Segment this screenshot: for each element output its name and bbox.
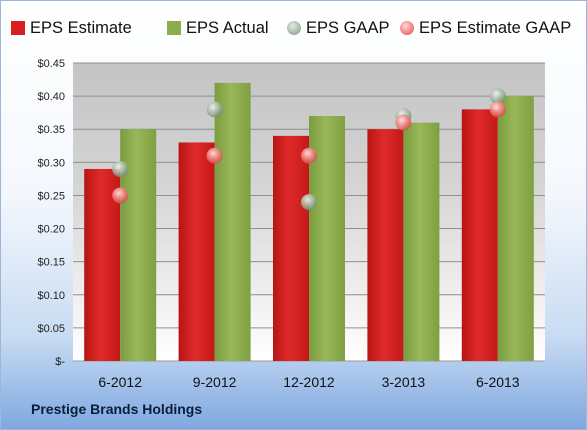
y-tick-label: $- — [55, 356, 65, 368]
marker-eps-estimate-gaap-12-2012 — [301, 147, 317, 164]
bar-eps-estimate-3-2013 — [367, 129, 404, 361]
marker-eps-estimate-gaap-6-2013 — [489, 101, 506, 118]
marker-eps-gaap-6-2012 — [112, 160, 129, 177]
legend-marker-eps-gaap — [287, 21, 301, 35]
legend-label-eps-gaap: EPS GAAP — [306, 18, 390, 37]
bar-eps-estimate-6-2013 — [461, 109, 498, 361]
marker-eps-estimate-gaap-6-2012 — [112, 187, 129, 204]
y-tick-label: $0.40 — [37, 91, 65, 103]
y-tick-label: $0.45 — [37, 58, 65, 70]
legend-item-eps-actual: EPS Actual — [167, 15, 269, 41]
legend-item-eps-estimate: EPS Estimate — [11, 15, 132, 41]
legend: EPS Estimate EPS Actual EPS GAAP EPS Est… — [1, 15, 586, 41]
bar-eps-estimate-9-2012 — [178, 142, 215, 361]
legend-label-eps-estimate-gaap: EPS Estimate GAAP — [419, 18, 572, 37]
y-tick-label: $0.30 — [37, 157, 65, 169]
legend-item-eps-gaap: EPS GAAP — [287, 15, 389, 41]
bar-eps-estimate-12-2012 — [273, 135, 309, 361]
x-tick-label: 3-2013 — [382, 374, 426, 390]
marker-eps-estimate-gaap-9-2012 — [206, 147, 223, 164]
y-tick-label: $0.15 — [37, 257, 65, 269]
x-tick-label: 12-2012 — [283, 374, 335, 390]
marker-eps-gaap-12-2012 — [301, 194, 317, 211]
bar-eps-estimate-6-2012 — [84, 168, 121, 361]
marker-eps-estimate-gaap-3-2013 — [395, 114, 412, 131]
y-axis-ticks: $- $0.05 $0.10 $0.15 $0.20 $0.25 $0.30 $0.35 $0.… — [37, 58, 65, 368]
y-tick-label: $0.10 — [37, 290, 65, 302]
x-axis-ticks: 6-2012 9-2012 12-2012 3-2013 6-2013 — [98, 374, 519, 390]
legend-label-eps-actual: EPS Actual — [186, 18, 269, 37]
legend-marker-eps-estimate-gaap — [400, 21, 414, 35]
x-tick-label: 6-2012 — [98, 374, 142, 390]
legend-swatch-eps-actual — [167, 21, 181, 35]
bar-eps-actual-6-2013 — [497, 96, 534, 361]
y-tick-label: $0.05 — [37, 323, 65, 335]
bar-eps-actual-3-2013 — [403, 122, 440, 361]
marker-eps-gaap-9-2012 — [206, 101, 223, 118]
x-tick-label: 9-2012 — [193, 374, 237, 390]
markers — [112, 88, 506, 211]
legend-swatch-eps-estimate — [11, 21, 25, 35]
bar-eps-actual-9-2012 — [214, 82, 251, 361]
x-tick-label: 6-2013 — [476, 374, 520, 390]
y-tick-label: $0.25 — [37, 190, 65, 202]
marker-eps-gaap-6-2013 — [489, 88, 506, 105]
legend-item-eps-estimate-gaap: EPS Estimate GAAP — [400, 15, 571, 41]
company-name: Prestige Brands Holdings — [31, 401, 203, 417]
y-tick-label: $0.20 — [37, 224, 65, 236]
bars — [84, 82, 534, 361]
y-tick-label: $0.35 — [37, 124, 65, 136]
legend-label-eps-estimate: EPS Estimate — [30, 18, 132, 37]
